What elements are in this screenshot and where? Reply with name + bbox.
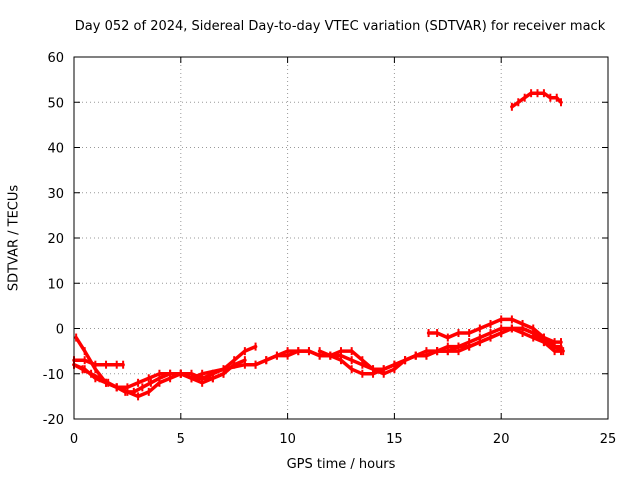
series-trace-9 — [510, 89, 563, 111]
x-tick-label: 0 — [70, 432, 78, 447]
series-trace-6 — [253, 324, 563, 378]
series-line — [317, 326, 563, 376]
y-tick-label: -10 — [43, 368, 64, 383]
x-tick-label: 25 — [600, 432, 617, 447]
series-trace-8 — [426, 315, 565, 356]
y-tick-label: 50 — [47, 96, 64, 111]
x-tick-label: 5 — [177, 432, 185, 447]
x-tick-label: 10 — [279, 432, 296, 447]
y-tick-label: 0 — [56, 323, 64, 338]
data-series — [72, 89, 565, 401]
y-tick-label: 30 — [47, 187, 64, 202]
y-tick-label: 60 — [47, 51, 64, 66]
y-tick-label: 10 — [47, 277, 64, 292]
x-axis-label: GPS time / hours — [286, 457, 396, 472]
y-tick-label: 40 — [47, 142, 64, 157]
y-tick-label: 20 — [47, 232, 64, 247]
x-tick-label: 20 — [493, 432, 510, 447]
gridlines — [74, 57, 608, 419]
x-tick-label: 15 — [386, 432, 403, 447]
y-tick-label: -20 — [43, 413, 64, 428]
series-trace-7 — [317, 324, 563, 378]
series-line — [72, 358, 125, 367]
axes: 0 5 10 15 20 25 -20 -10 0 10 20 30 40 50 60 — [43, 51, 617, 447]
series-line — [426, 317, 565, 353]
series-line — [253, 326, 563, 376]
y-axis-label: SDTVAR / TECUs — [6, 184, 22, 292]
chart-title: Day 052 of 2024, Sidereal Day-to-day VTE… — [74, 19, 606, 34]
